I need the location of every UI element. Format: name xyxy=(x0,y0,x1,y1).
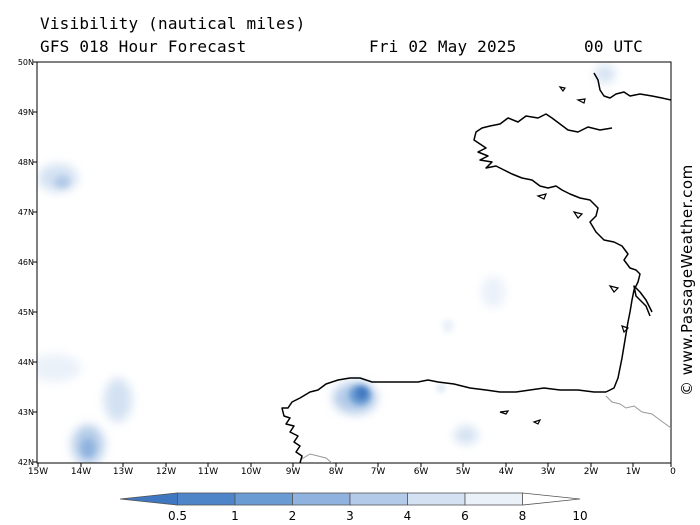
coastlines xyxy=(281,72,671,463)
lat-label-43n: 43N xyxy=(17,408,34,417)
colorbar-label: 3 xyxy=(346,509,354,523)
lat-label-42n: 42N xyxy=(17,458,34,467)
colorbar xyxy=(119,492,581,506)
lon-label-8w: 8W xyxy=(328,467,344,477)
island-7 xyxy=(499,410,510,415)
lat-label-44n: 44N xyxy=(17,358,34,367)
vis-patch-asturias-core xyxy=(356,386,368,400)
island-8 xyxy=(532,418,542,425)
colorbar-swatch xyxy=(464,492,523,506)
lon-label-1w: 1W xyxy=(625,467,641,477)
forecast-time: 00 UTC xyxy=(584,37,643,56)
lon-label-6w: 6W xyxy=(413,467,429,477)
coast-brittany-atlantic xyxy=(473,113,641,393)
lat-label-49n: 49N xyxy=(17,108,34,117)
colorbar-label: 6 xyxy=(461,509,469,523)
island-4 xyxy=(572,211,584,219)
map-title: Visibility (nautical miles) xyxy=(40,14,306,33)
colorbar-label: 2 xyxy=(288,509,297,523)
vis-patch-6w-43n xyxy=(454,426,478,444)
lon-label-12w: 12W xyxy=(155,467,177,477)
lon-label-13w: 13W xyxy=(112,467,134,477)
colorbar-swatch xyxy=(349,492,408,506)
island-5 xyxy=(608,285,620,293)
lon-label-10w: 10W xyxy=(240,467,262,477)
colorbar-label: 1 xyxy=(231,509,239,523)
colorbar-swatch xyxy=(292,492,351,506)
island-1 xyxy=(558,86,566,93)
coast-gironde xyxy=(633,285,653,317)
lat-label-47n: 47N xyxy=(17,208,34,217)
vis-patch-brittany-n xyxy=(595,65,615,83)
colorbar-swatch xyxy=(234,492,293,506)
colorbar-label: 4 xyxy=(403,509,412,523)
colorbar-swatch xyxy=(407,492,466,506)
lon-label-9w: 9W xyxy=(285,467,301,477)
coast-normandy xyxy=(593,72,671,101)
lat-label-45n: 45N xyxy=(17,308,34,317)
coast-north-spain xyxy=(281,377,606,463)
axis-ticks xyxy=(33,61,672,467)
forecast-date: Fri 02 May 2025 xyxy=(369,37,517,56)
france-spain-border xyxy=(605,395,671,429)
spain-portugal-border xyxy=(299,453,333,463)
colorbar-swatch xyxy=(177,492,236,506)
colorbar-label: 8 xyxy=(518,509,527,523)
colorbar-label: 10 xyxy=(572,509,588,523)
lon-label-15w: 15W xyxy=(27,467,49,477)
vis-patch-13w-44n xyxy=(104,378,132,422)
lon-label-2w: 2W xyxy=(583,467,599,477)
lon-label-3w: 3W xyxy=(540,467,556,477)
lon-label-11w: 11W xyxy=(197,467,219,477)
lon-label-7w: 7W xyxy=(370,467,386,477)
lon-label-0: 0 xyxy=(670,467,676,477)
island-2 xyxy=(576,98,586,104)
lat-label-50n: 50N xyxy=(17,58,34,67)
vis-patch-12w-45n xyxy=(442,319,454,333)
island-6 xyxy=(621,325,630,334)
island-3 xyxy=(536,193,547,200)
vis-patch-west-44n xyxy=(37,354,81,382)
lat-label-48n: 48N xyxy=(17,158,34,167)
vis-patch-441 xyxy=(437,384,445,392)
lon-label-4w: 4W xyxy=(498,467,514,477)
colorbar-low-end xyxy=(119,492,178,506)
lat-label-46n: 46N xyxy=(17,258,34,267)
lon-label-14w: 14W xyxy=(70,467,92,477)
vis-patch-14w-42n-core xyxy=(81,439,95,457)
vis-patch-bay xyxy=(481,276,505,308)
vis-patch-west-48n-core xyxy=(54,176,70,188)
colorbar-high-end xyxy=(522,492,581,506)
visibility-shading xyxy=(37,65,615,463)
lon-label-5w: 5W xyxy=(455,467,471,477)
forecast-subtitle: GFS 018 Hour Forecast xyxy=(40,37,247,56)
islands xyxy=(499,86,630,425)
colorbar-label: 0.5 xyxy=(167,509,188,523)
